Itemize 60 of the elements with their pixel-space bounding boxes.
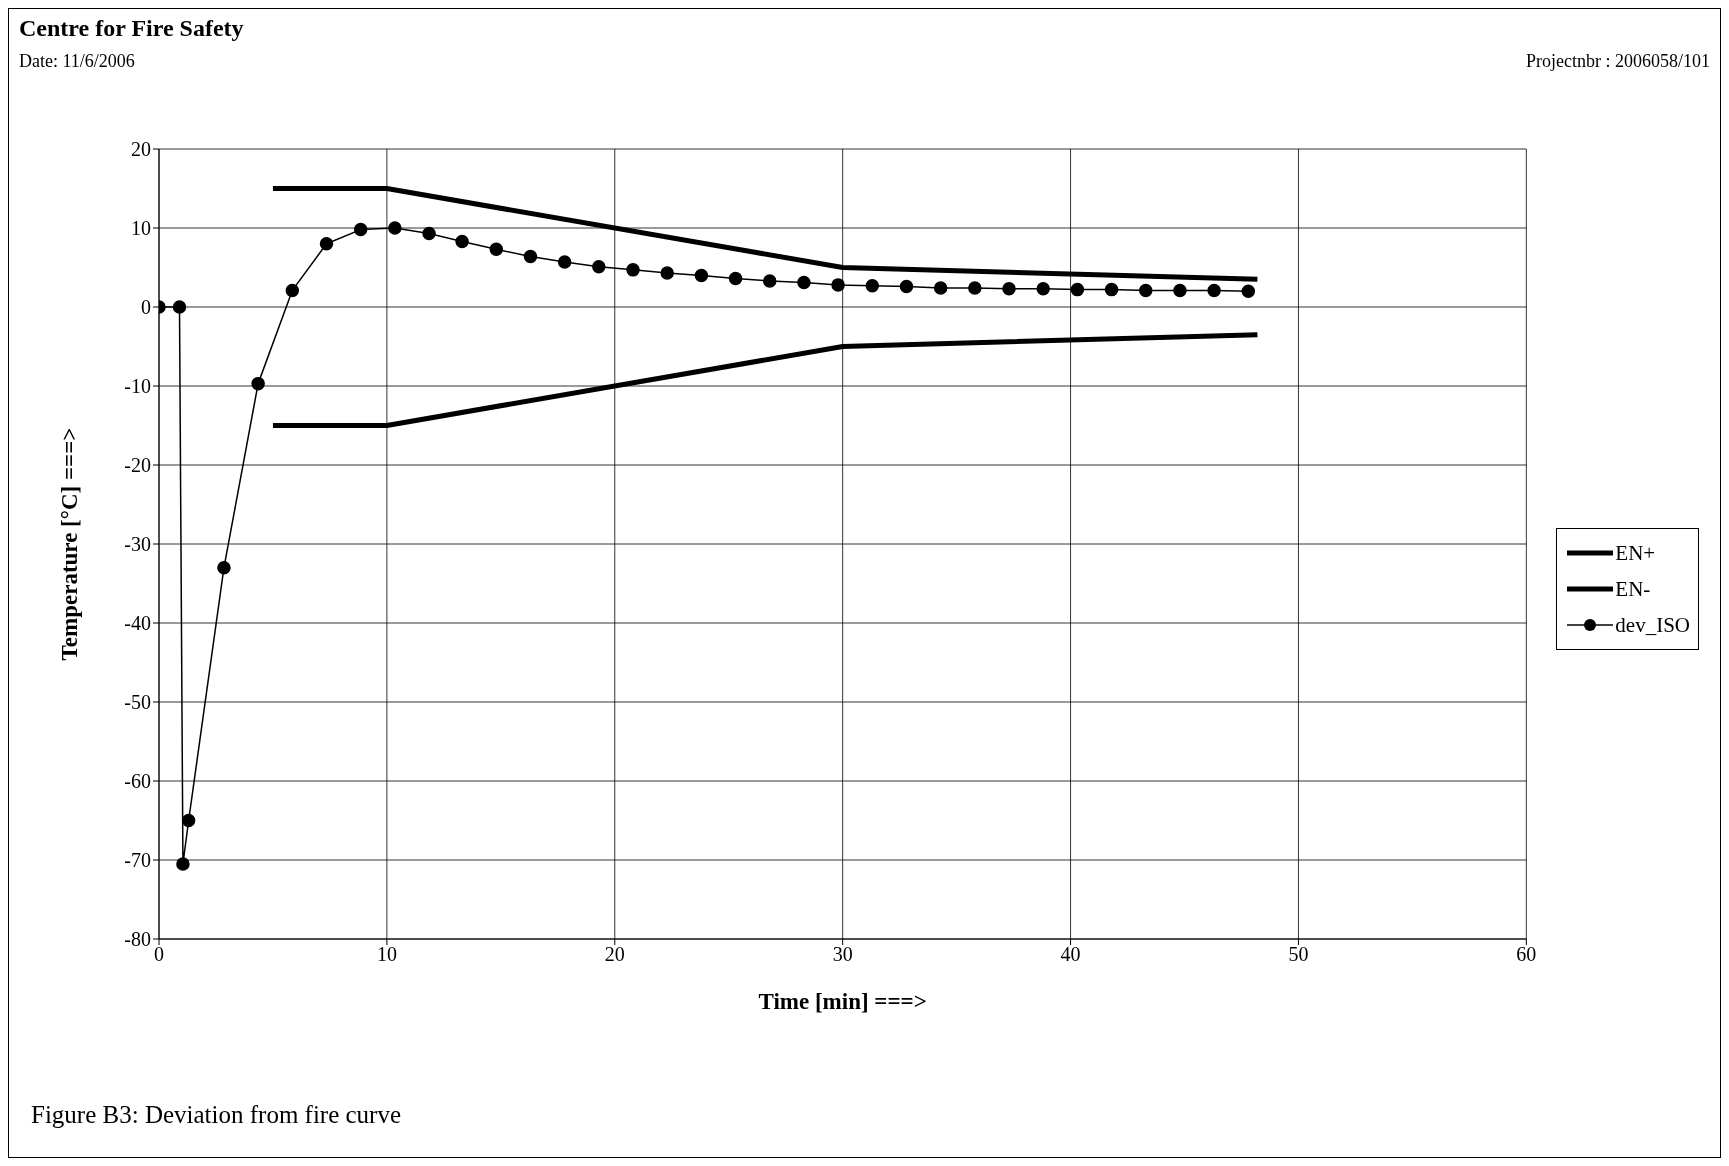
point bbox=[1207, 283, 1221, 298]
point bbox=[1104, 282, 1119, 297]
point bbox=[489, 242, 504, 257]
legend-label: EN+ bbox=[1615, 540, 1656, 566]
x-tick-label: 60 bbox=[1516, 943, 1537, 966]
point bbox=[933, 281, 948, 295]
point bbox=[557, 255, 572, 269]
point bbox=[1241, 284, 1256, 298]
chart-title: Centre for Fire Safety bbox=[19, 15, 244, 42]
y-tick-label: -20 bbox=[124, 454, 151, 477]
x-tick-label: 30 bbox=[832, 943, 853, 966]
point bbox=[1173, 283, 1187, 298]
y-tick-label: -80 bbox=[124, 928, 151, 951]
point bbox=[181, 813, 196, 828]
point bbox=[172, 300, 187, 314]
point bbox=[626, 263, 640, 277]
point bbox=[523, 249, 538, 264]
x-tick-label: 10 bbox=[376, 943, 397, 966]
point bbox=[1070, 282, 1085, 297]
point bbox=[968, 281, 982, 295]
y-tick-label: -30 bbox=[124, 533, 151, 556]
point bbox=[728, 271, 743, 286]
point bbox=[388, 221, 402, 235]
point bbox=[353, 222, 368, 237]
point bbox=[660, 266, 674, 280]
point bbox=[176, 857, 190, 871]
point bbox=[422, 226, 436, 241]
point bbox=[899, 279, 914, 294]
text: Projectnbr : 2006058/101 bbox=[1526, 51, 1710, 72]
point bbox=[251, 376, 265, 391]
text: Date: 11/6/2006 bbox=[19, 51, 135, 72]
y-tick-label: 0 bbox=[141, 296, 151, 319]
legend-label: EN- bbox=[1615, 576, 1651, 602]
x-tick-label: 40 bbox=[1060, 943, 1081, 966]
x-tick-label: 50 bbox=[1288, 943, 1309, 966]
point bbox=[831, 278, 845, 292]
caption: Figure B3: Deviation from fire curve bbox=[31, 1101, 402, 1129]
y-tick-label: -40 bbox=[124, 612, 151, 635]
y-tick-label: -70 bbox=[124, 849, 151, 872]
x-tick-label: 20 bbox=[604, 943, 625, 966]
y-tick-label: -60 bbox=[124, 770, 151, 793]
point bbox=[217, 560, 231, 575]
point bbox=[694, 268, 709, 283]
point bbox=[1002, 282, 1016, 296]
y-tick-label: 10 bbox=[131, 217, 151, 240]
point bbox=[865, 278, 880, 293]
y-tick-label: -50 bbox=[124, 691, 151, 714]
point bbox=[455, 234, 469, 249]
y-tick-label: 20 bbox=[131, 138, 151, 161]
point bbox=[285, 283, 300, 298]
point bbox=[762, 274, 777, 288]
point bbox=[319, 237, 334, 251]
legend-label: dev_ISO bbox=[1615, 612, 1690, 638]
y-axis-title: Temperature [°C] ===> bbox=[57, 427, 83, 661]
y-tick-label: -10 bbox=[124, 375, 151, 398]
point bbox=[1139, 283, 1153, 298]
x-axis-title: Time [min] ===> bbox=[758, 989, 927, 1014]
point bbox=[797, 275, 811, 290]
point bbox=[1036, 282, 1050, 296]
point bbox=[592, 259, 606, 274]
